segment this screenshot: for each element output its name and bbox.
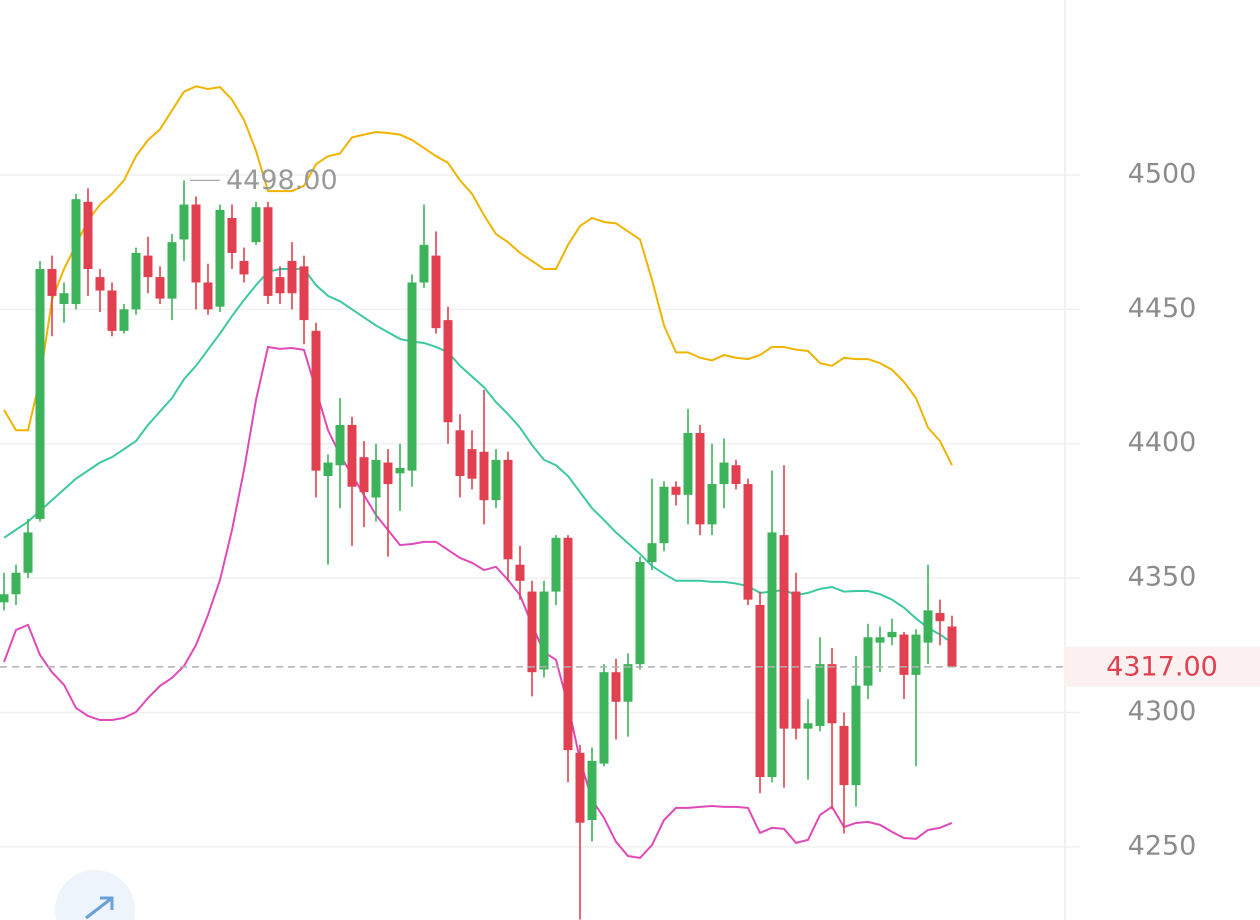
candle-body (35, 269, 45, 519)
candle-body (275, 277, 285, 294)
candle-body (923, 610, 933, 643)
candle-body (491, 459, 501, 501)
candle-body (251, 207, 261, 243)
candle-body (779, 535, 789, 729)
candle-body (731, 465, 741, 485)
candle-body (791, 591, 801, 729)
candle-body (83, 201, 93, 270)
candle-body (239, 260, 249, 275)
candle-body (311, 330, 321, 471)
candle-body (299, 266, 309, 321)
candle-body (659, 486, 669, 544)
candle-body (551, 537, 561, 592)
candle-body (767, 532, 777, 778)
candle-body (683, 432, 693, 495)
y-tick-label: 4450 (1128, 293, 1197, 324)
band-line (3, 268, 953, 644)
candle-body (539, 591, 549, 670)
y-tick-label: 4250 (1128, 830, 1197, 861)
candle-body (383, 462, 393, 485)
candle-body (407, 282, 417, 471)
candle-body (467, 449, 477, 479)
candle-body (227, 217, 237, 253)
candle-body (359, 457, 369, 493)
band-line (3, 345, 953, 859)
candle-body (107, 290, 117, 331)
candle-body (431, 255, 441, 329)
candle-body (11, 572, 21, 595)
candle-body (839, 725, 849, 786)
candle-body (443, 320, 453, 423)
candle-body (215, 209, 225, 307)
candle-body (287, 260, 297, 294)
last-price-box (1065, 646, 1260, 687)
candle-body (575, 752, 585, 823)
candle-body (599, 672, 609, 764)
candle-body (635, 561, 645, 665)
candle-body (647, 543, 657, 562)
candle-body (263, 207, 273, 296)
candle-body (611, 672, 621, 702)
candle-body (755, 605, 765, 778)
candle-body (143, 255, 153, 278)
candle-body (563, 537, 573, 751)
candle-body (95, 277, 105, 291)
candle-body (695, 432, 705, 525)
candle-body (179, 204, 189, 240)
y-tick-label: 4300 (1128, 696, 1197, 727)
candle-body (419, 244, 429, 283)
candle-body (707, 484, 717, 525)
last-price-label: 4317.00 (1106, 651, 1218, 682)
candle-body (875, 637, 885, 643)
candle-body (851, 685, 861, 786)
candle-body (803, 723, 813, 729)
candle-body (119, 309, 129, 331)
y-tick-label: 4500 (1128, 158, 1197, 189)
candle-body (347, 424, 357, 487)
expand-button[interactable] (55, 870, 135, 920)
candle-body (527, 591, 537, 673)
candle-body (323, 462, 333, 476)
max-label: 4498.00 (226, 165, 338, 196)
candle-body (887, 631, 897, 638)
candle-body (935, 613, 945, 622)
candle-body (515, 564, 525, 581)
candle-body (71, 199, 81, 304)
candle-body (335, 424, 345, 466)
y-tick-label: 4350 (1128, 562, 1197, 593)
candle-body (719, 462, 729, 485)
candle-body (899, 634, 909, 675)
candle-body (47, 269, 57, 296)
candle-body (863, 637, 873, 686)
candle-body (479, 451, 489, 501)
candle-body (191, 204, 201, 283)
candle-body (455, 430, 465, 476)
candle-body (815, 664, 825, 726)
candle-body (131, 252, 141, 310)
candle-body (167, 242, 177, 299)
candle-body (503, 459, 513, 560)
candle-body (155, 277, 165, 299)
candle-body (671, 486, 681, 495)
candle-body (911, 634, 921, 675)
candle-body (203, 282, 213, 310)
band-line (3, 85, 953, 466)
candle-body (947, 626, 957, 667)
candle-body (0, 594, 9, 603)
y-tick-label: 4400 (1128, 427, 1197, 458)
candle-body (623, 664, 633, 702)
candle-body (23, 532, 33, 573)
candle-body (59, 293, 69, 304)
candle-body (827, 664, 837, 724)
candle-body (371, 459, 381, 498)
candle-body (743, 484, 753, 600)
candle-body (395, 467, 405, 474)
candle-body (587, 760, 597, 821)
